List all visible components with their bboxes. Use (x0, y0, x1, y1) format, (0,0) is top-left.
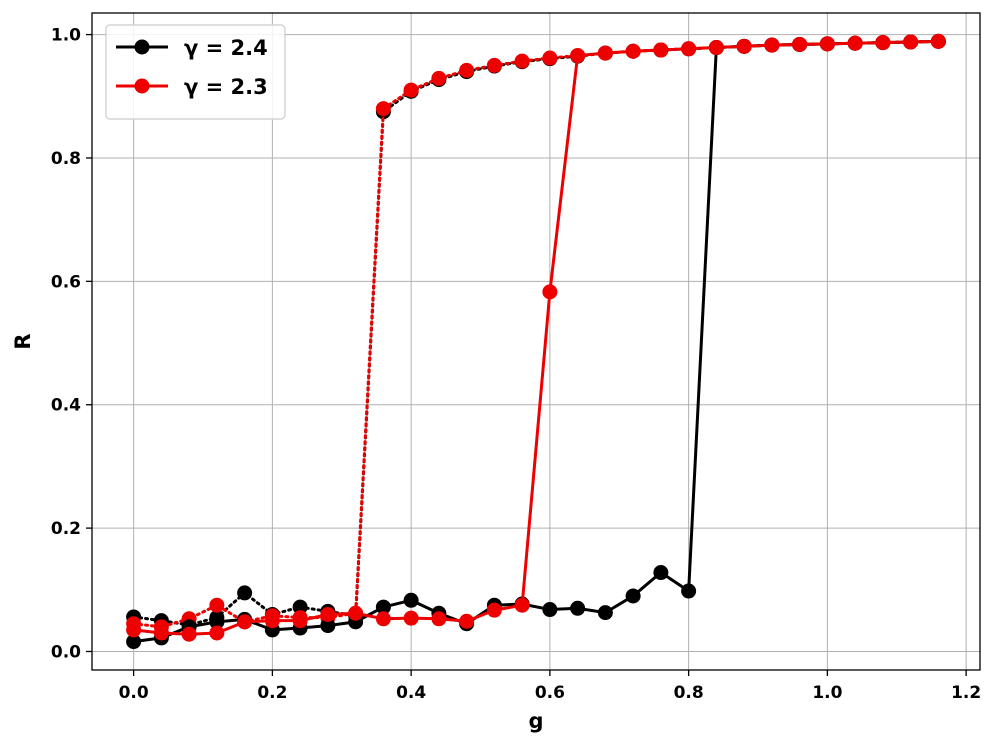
data-point (375, 101, 391, 117)
data-point (542, 284, 558, 300)
x-tick-label: 0.0 (119, 683, 149, 703)
data-point (264, 613, 280, 629)
data-point (736, 38, 752, 54)
data-point (403, 592, 419, 608)
data-point (514, 597, 530, 613)
y-tick-label: 0.4 (51, 396, 81, 416)
legend-marker (134, 39, 150, 55)
y-tick-label: 0.8 (51, 149, 81, 169)
data-point (126, 622, 142, 638)
data-point (459, 62, 475, 78)
data-point (181, 626, 197, 642)
x-tick-label: 0.6 (535, 683, 565, 703)
x-tick-label: 1.0 (812, 683, 842, 703)
grid (92, 13, 980, 670)
data-point (570, 600, 586, 616)
data-point (209, 625, 225, 641)
data-point (431, 70, 447, 86)
data-point (847, 35, 863, 51)
data-point (459, 613, 475, 629)
data-point (764, 37, 780, 53)
data-point (875, 35, 891, 51)
series-layer (126, 33, 946, 650)
data-point (542, 50, 558, 66)
plot-frame (91, 12, 981, 671)
data-point (209, 597, 225, 613)
legend-label: γ = 2.3 (184, 75, 268, 99)
x-tick-label: 0.4 (396, 683, 426, 703)
data-point (792, 36, 808, 52)
y-axis-title: R (11, 333, 35, 349)
data-point (348, 605, 364, 621)
data-point (653, 565, 669, 581)
legend-marker (134, 78, 150, 94)
data-point (570, 48, 586, 64)
data-point (292, 613, 308, 629)
data-point (514, 53, 530, 69)
data-point (126, 634, 142, 650)
data-point (486, 602, 502, 618)
legend: γ = 2.4 γ = 2.3 (105, 24, 286, 120)
data-point (431, 611, 447, 627)
data-point (681, 583, 697, 599)
data-point (237, 585, 253, 601)
x-tick-label: 0.8 (674, 683, 704, 703)
data-point (625, 43, 641, 59)
data-point (542, 602, 558, 618)
data-point (292, 599, 308, 615)
data-point (681, 41, 697, 57)
data-point (403, 610, 419, 626)
y-tick-label: 0.0 (51, 642, 81, 662)
data-point (903, 34, 919, 50)
x-axis-title: g (528, 709, 543, 733)
data-point (708, 40, 724, 56)
x-tick-label: 1.2 (951, 683, 981, 703)
data-point (819, 36, 835, 52)
data-point (375, 611, 391, 627)
data-point (930, 33, 946, 49)
data-point (403, 82, 419, 98)
y-tick-label: 1.0 (51, 26, 81, 46)
data-point (625, 588, 641, 604)
axis-ticks: 0.0 0.2 0.4 0.6 0.8 1.0 1.2 0.0 0.2 0.4 0.6 0.8 1.0 (51, 26, 981, 703)
data-point (486, 57, 502, 73)
data-point (320, 618, 336, 634)
y-tick-label: 0.2 (51, 519, 81, 539)
legend-label: γ = 2.4 (184, 36, 268, 60)
data-point (597, 605, 613, 621)
y-tick-label: 0.6 (51, 272, 81, 292)
data-point (320, 606, 336, 622)
data-point (375, 599, 391, 615)
data-point (597, 45, 613, 61)
series-1 (126, 33, 946, 642)
data-point (237, 614, 253, 630)
x-tick-label: 0.2 (257, 683, 287, 703)
data-point (653, 42, 669, 58)
data-point (209, 614, 225, 630)
data-point (153, 625, 169, 641)
